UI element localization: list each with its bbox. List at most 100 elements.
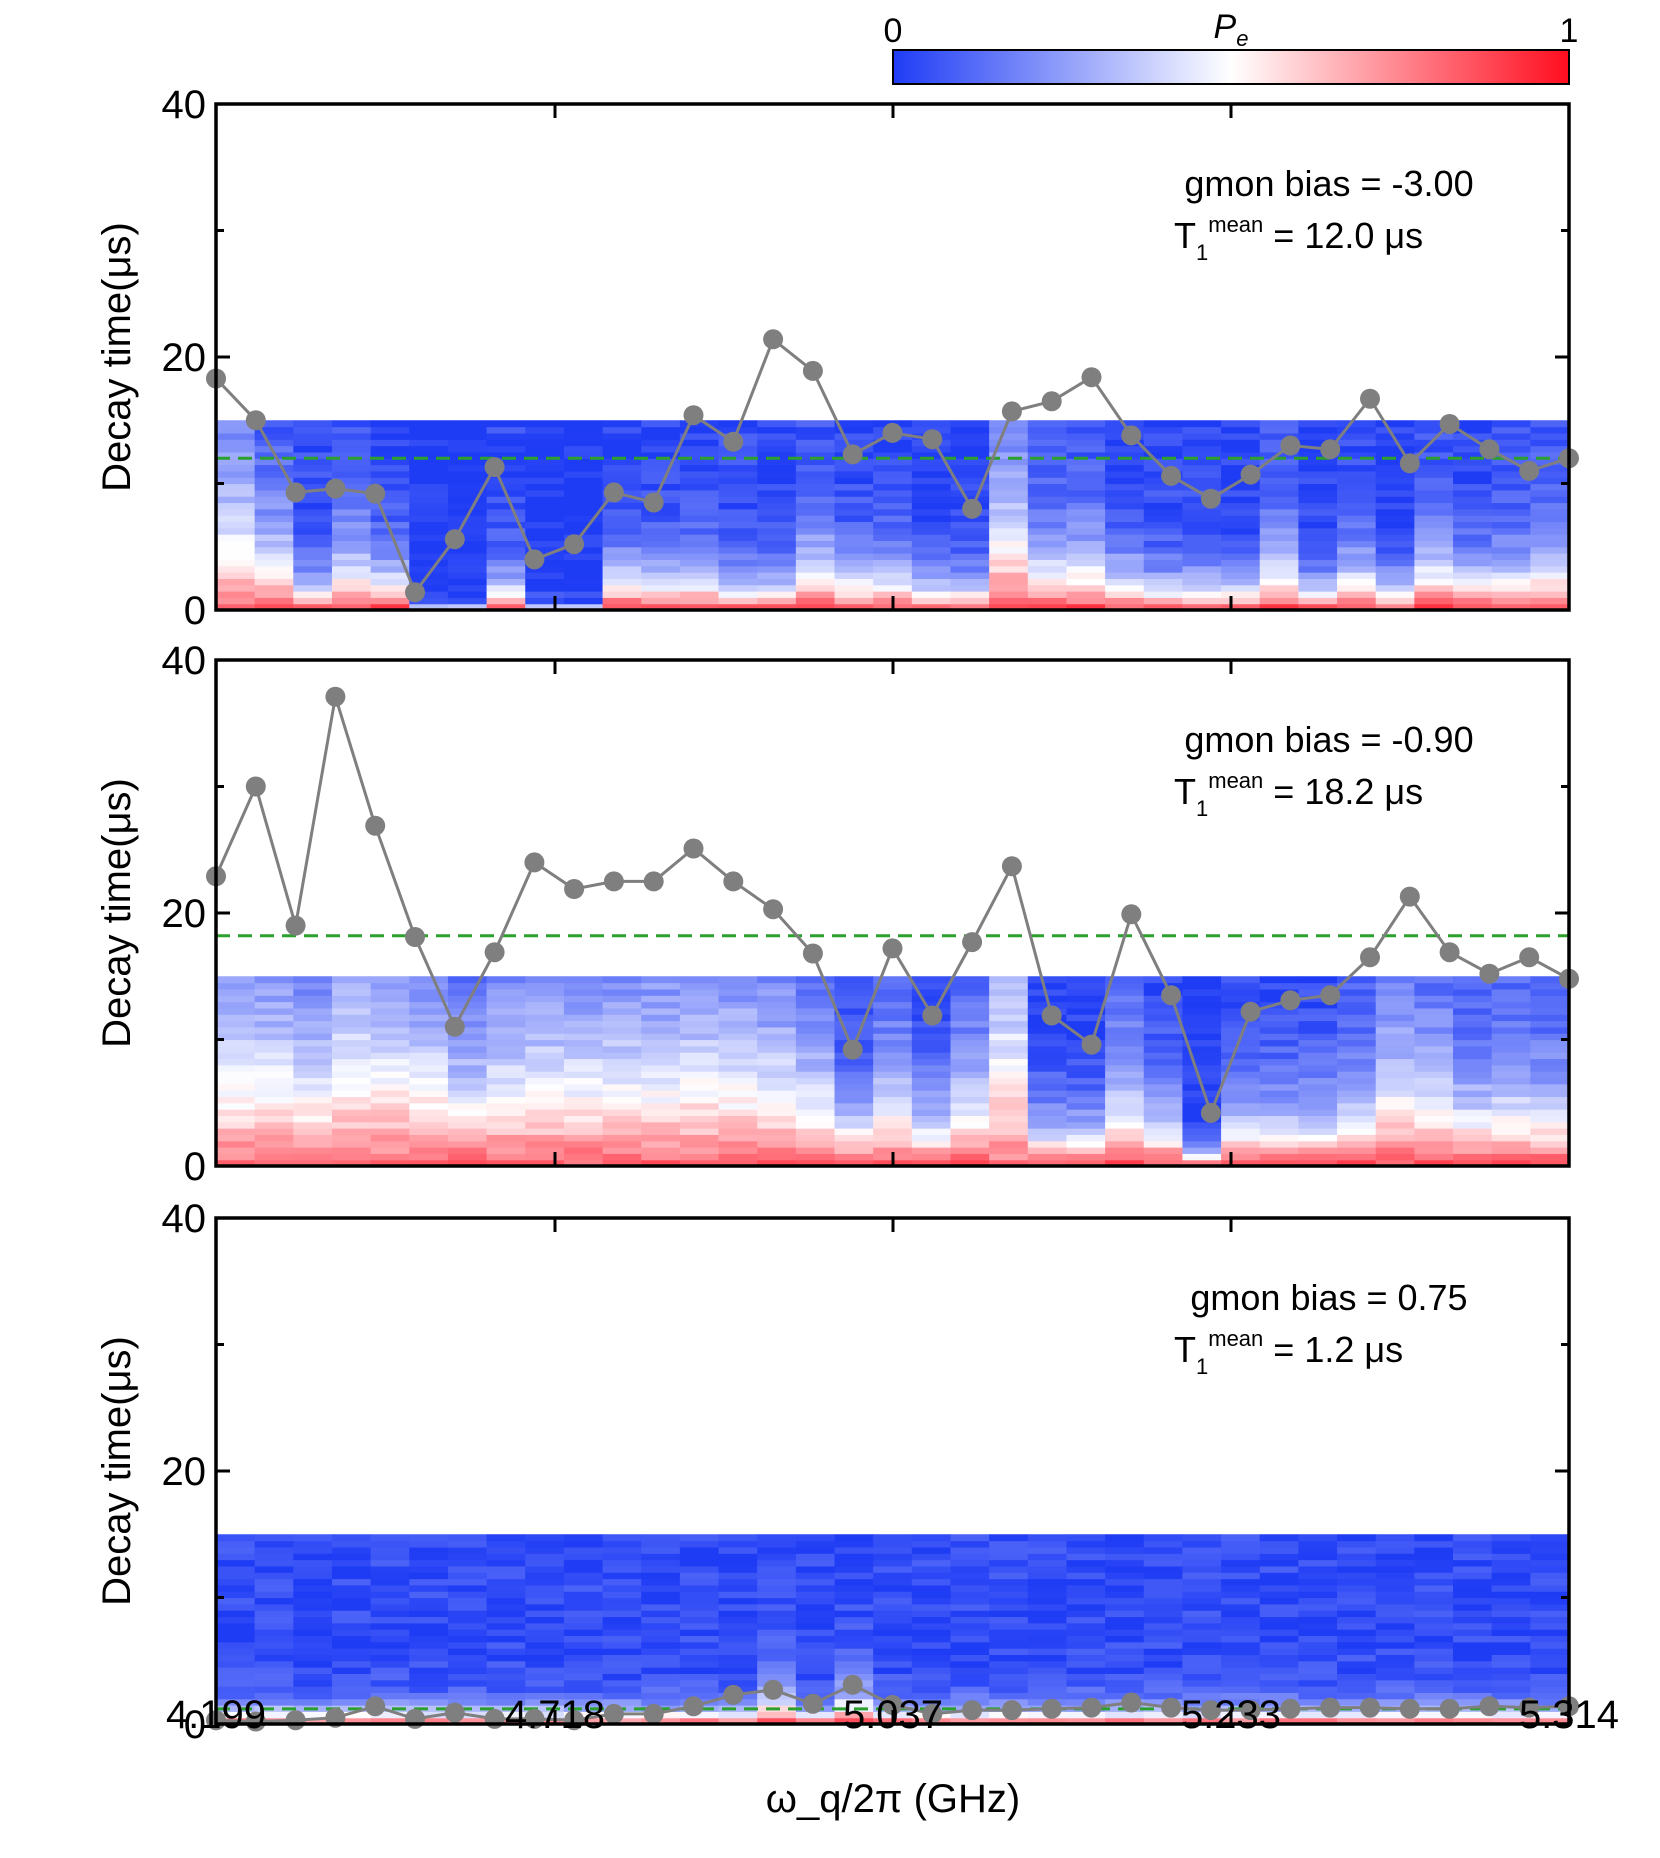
heatmap-cell [254, 483, 294, 491]
heatmap-cell [447, 527, 488, 535]
heatmap-cell [1066, 489, 1106, 497]
heatmap-cell [563, 603, 604, 611]
heatmap-cell [718, 1026, 758, 1034]
heatmap-cell [641, 489, 681, 497]
t1-point [564, 534, 585, 555]
heatmap-cell [834, 597, 874, 605]
heatmap-cell [1530, 1090, 1570, 1098]
heatmap-cell [1453, 1001, 1493, 1009]
heatmap-cell [718, 1591, 758, 1599]
heatmap-cell [1298, 458, 1338, 466]
heatmap-cell [795, 451, 836, 459]
heatmap-cell [216, 1622, 256, 1630]
heatmap-cell [1337, 976, 1377, 984]
heatmap-cell [1182, 565, 1222, 573]
heatmap-cell [1337, 584, 1377, 592]
heatmap-cell [1066, 1058, 1106, 1066]
heatmap-cell [602, 420, 642, 428]
heatmap-cell [911, 464, 952, 472]
heatmap-cell [602, 515, 642, 523]
heatmap-cell [641, 451, 681, 459]
t1-point [484, 457, 505, 478]
heatmap-cell [293, 1026, 333, 1034]
heatmap-cell [409, 1064, 449, 1072]
y-tick-label: 40 [162, 83, 207, 127]
heatmap-cell [1182, 1153, 1222, 1161]
heatmap-cell [1066, 1020, 1106, 1028]
t1-point [842, 1039, 863, 1060]
heatmap-cell [563, 1635, 604, 1643]
heatmap-cell [1491, 1565, 1531, 1573]
heatmap-cell [834, 464, 874, 472]
heatmap-cell [293, 1128, 333, 1135]
heatmap-cell [525, 546, 565, 554]
heatmap-cell [602, 995, 642, 1003]
t1-point [1121, 1692, 1142, 1713]
heatmap-cell [1298, 1083, 1338, 1091]
heatmap-cell [525, 1705, 565, 1712]
heatmap-cell [1453, 1039, 1493, 1047]
heatmap-cell [1375, 1711, 1415, 1719]
heatmap-cell [641, 1616, 681, 1624]
x-tick-label-3: 5.233 [1181, 1693, 1281, 1737]
t1-subscript: 1 [1196, 240, 1208, 265]
heatmap-cell [873, 1039, 913, 1047]
heatmap-cell [1414, 1686, 1454, 1693]
heatmap-cell [1453, 1083, 1493, 1091]
heatmap-cell [486, 470, 526, 478]
heatmap-cell [757, 1109, 797, 1116]
heatmap-cell [1066, 496, 1106, 504]
heatmap-cell [834, 1578, 874, 1586]
heatmap-cell [1027, 584, 1068, 592]
heatmap-cell [447, 597, 488, 605]
heatmap-cell [1453, 502, 1493, 510]
heatmap-cell [1066, 540, 1106, 548]
heatmap-cell [1259, 1654, 1299, 1662]
heatmap-cell [1221, 1020, 1261, 1028]
heatmap-cell [795, 1052, 836, 1060]
heatmap-cell [641, 1565, 681, 1573]
heatmap-cell [989, 1667, 1029, 1674]
heatmap-cell [331, 578, 372, 586]
heatmap-cell [525, 1540, 565, 1548]
heatmap-cell [679, 477, 720, 485]
heatmap-cell [525, 489, 565, 497]
heatmap-cell [331, 1711, 372, 1719]
heatmap-cell [1491, 1071, 1531, 1079]
heatmap-cell [989, 1096, 1029, 1104]
t1-point [603, 1703, 624, 1724]
heatmap-cell [1375, 1572, 1415, 1580]
heatmap-cell [1414, 603, 1454, 611]
heatmap-cell [1027, 464, 1068, 472]
heatmap-cell [1414, 432, 1454, 440]
heatmap-cell [1491, 1096, 1531, 1104]
heatmap-cell [525, 1597, 565, 1605]
heatmap-cell [718, 976, 758, 984]
heatmap-cell [1375, 995, 1415, 1003]
heatmap-cell [1375, 477, 1415, 485]
heatmap-cell [1491, 1584, 1531, 1592]
heatmap-cell [795, 1572, 836, 1580]
heatmap-cell [1182, 982, 1222, 990]
heatmap-cell [486, 521, 526, 529]
heatmap-cell [1182, 1096, 1222, 1104]
heatmap-cell [216, 1629, 256, 1637]
heatmap-cell [1221, 553, 1261, 560]
heatmap-cell [1491, 1635, 1531, 1643]
heatmap-cell [950, 976, 990, 984]
heatmap-cell [679, 527, 720, 535]
heatmap-cell [1105, 458, 1145, 466]
heatmap-cell [409, 489, 449, 497]
y-tick-label: 0 [184, 1703, 206, 1747]
heatmap-cell [718, 451, 758, 459]
heatmap-cell [486, 1546, 526, 1554]
heatmap-cell [1375, 1052, 1415, 1060]
heatmap-cell [602, 1033, 642, 1041]
heatmap-cell [486, 1033, 526, 1041]
heatmap-cell [757, 1597, 797, 1605]
heatmap-cell [1530, 1109, 1570, 1116]
heatmap-cell [216, 458, 256, 466]
heatmap-cell [254, 1667, 294, 1674]
heatmap-cell [447, 1635, 488, 1643]
heatmap-cell [409, 1121, 449, 1129]
